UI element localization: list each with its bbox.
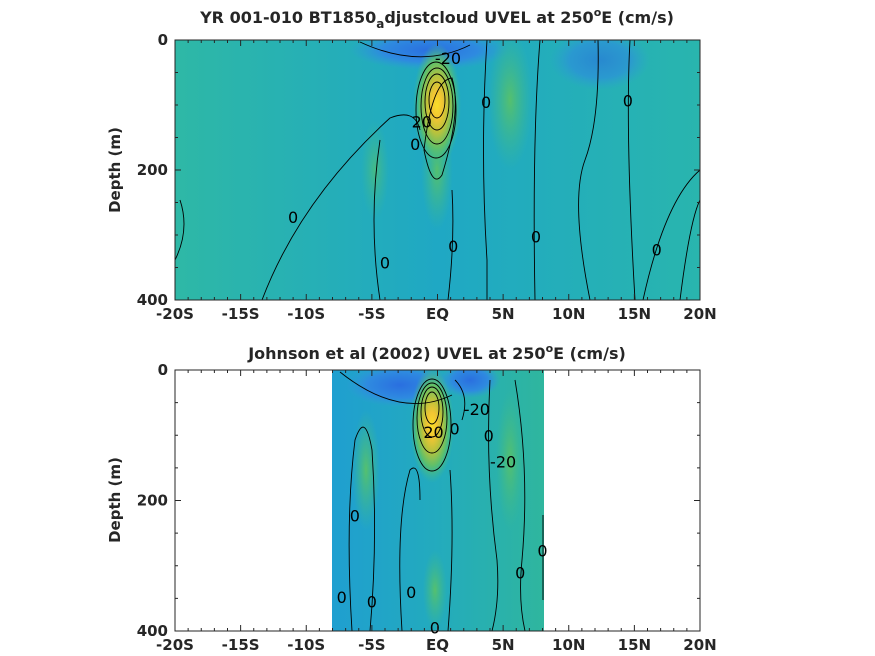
contour-label: 0 [484, 426, 494, 445]
contour-label: 0 [410, 135, 420, 154]
x-tick-label: 5N [492, 636, 515, 654]
bottom-x-axis: -20S -15S -10S -5S EQ 5N 10N 15N 20N [156, 370, 717, 654]
x-tick-label: -15S [222, 636, 260, 654]
x-tick-label: -5S [358, 305, 385, 323]
contour-label: 0 [288, 208, 298, 227]
contour-label: -20 [464, 400, 490, 419]
contour-label: -20 [435, 49, 461, 68]
x-tick-label: 10N [552, 305, 585, 323]
y-tick-label: 400 [137, 622, 168, 640]
x-tick-label: -15S [222, 305, 260, 323]
bottom-panel: Johnson et al (2002) UVEL at 250oE (cm/s… [106, 342, 717, 654]
contour-lines [175, 40, 700, 300]
contour-label: 0 [448, 237, 458, 256]
top-contour-labels: -20 0 0 20 0 0 0 0 0 0 [288, 49, 662, 272]
undercurrent-core [410, 370, 454, 483]
title-prefix: YR 001-010 BT1850 [199, 8, 376, 27]
south-subsurface [361, 120, 389, 220]
deep-equatorial [423, 550, 447, 630]
contour-label: 0 [515, 563, 525, 582]
south-subsurface-countercurrent [352, 410, 380, 530]
title-superscript: o [594, 6, 602, 19]
top-y-axis-label: Depth (m) [106, 127, 124, 213]
x-tick-label: 20N [683, 305, 716, 323]
contour-label: 0 [481, 93, 491, 112]
y-tick-label: 200 [137, 161, 168, 179]
contour-label: 0 [430, 619, 440, 638]
top-panel-title: YR 001-010 BT1850adjustcloud UVEL at 250… [199, 6, 674, 31]
contour-label: 0 [406, 583, 416, 602]
x-tick-label: 15N [618, 636, 651, 654]
contour-label: 0 [652, 240, 662, 259]
top-x-axis: -20S -15S -10S -5S EQ 5N 10N 15N 20N [156, 40, 717, 323]
contour-label: -20 [490, 452, 516, 471]
contour-lines [339, 371, 544, 631]
top-panel: YR 001-010 BT1850adjustcloud UVEL at 250… [106, 6, 717, 323]
contour-label: 0 [623, 91, 633, 110]
bottom-y-axis-label: Depth (m) [106, 457, 124, 543]
title-suffix: E (cm/s) [601, 8, 674, 27]
contour-label: 20 [412, 112, 432, 131]
contour-label: 0 [337, 588, 347, 607]
north-subsurface-countercurrent [496, 390, 524, 530]
y-tick-label: 0 [158, 31, 168, 49]
x-tick-label: 20N [683, 636, 716, 654]
x-tick-label: EQ [426, 305, 449, 323]
x-tick-label: EQ [426, 636, 449, 654]
x-tick-label: 10N [552, 636, 585, 654]
x-tick-label: -10S [287, 636, 325, 654]
title-subscript: a [376, 17, 384, 31]
contour-label: 0 [367, 593, 377, 612]
contour-label: 20 [423, 423, 443, 442]
x-tick-label: 15N [618, 305, 651, 323]
y-tick-label: 0 [158, 361, 168, 379]
contour-label: 0 [449, 420, 459, 439]
surface-westward-current-east [550, 40, 650, 90]
contour-label: 0 [537, 542, 547, 561]
x-tick-label: -20S [156, 305, 194, 323]
title-main: djustcloud UVEL at 250 [384, 8, 593, 27]
contour-label: 0 [380, 253, 390, 272]
title-suffix: E (cm/s) [553, 344, 626, 363]
y-tick-label: 400 [137, 291, 168, 309]
bottom-panel-title: Johnson et al (2002) UVEL at 250oE (cm/s… [247, 342, 626, 363]
contour-label: 0 [531, 227, 541, 246]
surface-westward-current-east [440, 370, 500, 398]
title-superscript: o [546, 342, 554, 355]
x-tick-label: -5S [358, 636, 385, 654]
x-tick-label: -20S [156, 636, 194, 654]
y-tick-label: 200 [137, 492, 168, 510]
contour-label: 0 [350, 507, 360, 526]
north-countercurrent [488, 40, 532, 170]
x-tick-label: 5N [492, 305, 515, 323]
title-prefix: Johnson et al (2002) UVEL at 250 [247, 344, 545, 363]
x-tick-label: -10S [287, 305, 325, 323]
